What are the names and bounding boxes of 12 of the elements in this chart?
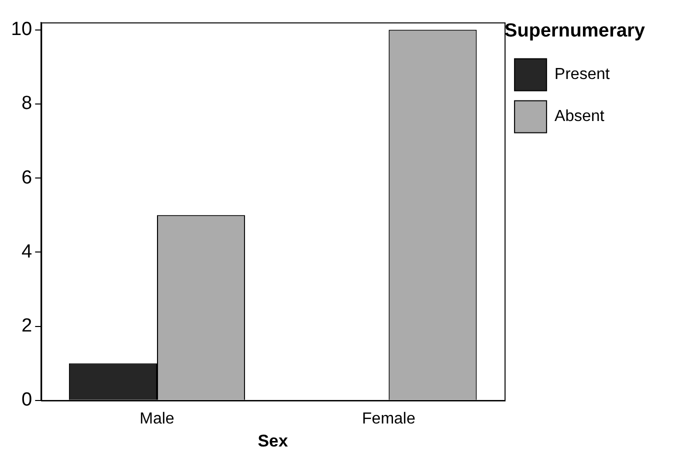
y-tick-label: 4 — [22, 241, 33, 262]
y-tick-label: 2 — [22, 316, 32, 337]
y-tick-label: 8 — [22, 93, 32, 114]
x-axis-title: Sex — [258, 431, 289, 450]
legend-label: Present — [554, 66, 610, 84]
legend-title: Supernumerary — [504, 20, 646, 42]
y-tick-label: 10 — [10, 19, 32, 40]
legend-label: Absent — [554, 108, 605, 126]
y-tick-label: 6 — [22, 167, 32, 188]
x-tick-label: Female — [362, 410, 416, 428]
y-tick-label: 0 — [22, 390, 32, 411]
x-tick-label: Male — [140, 410, 174, 428]
